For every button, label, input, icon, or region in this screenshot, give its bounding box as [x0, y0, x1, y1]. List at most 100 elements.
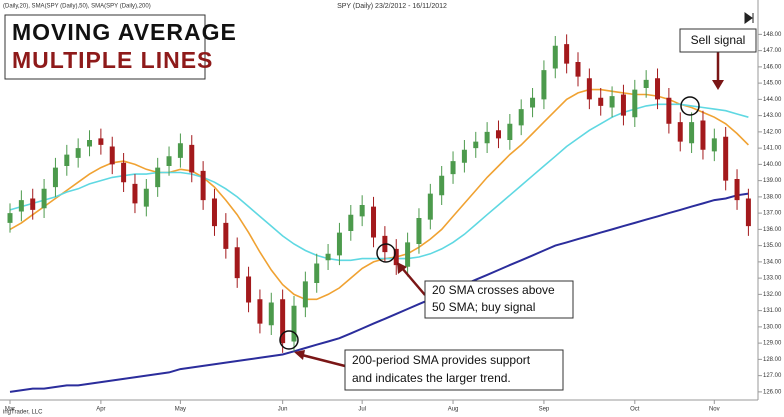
x-tick-label: Sep — [539, 407, 550, 413]
y-tick-label: 130.00 — [763, 324, 782, 330]
candle-body — [30, 198, 36, 210]
candle-body — [143, 188, 149, 207]
y-tick-label: 132.00 — [763, 292, 782, 298]
candle-body — [64, 154, 70, 166]
annotations: Sell signal 20 SMA crosses above 50 SMA;… — [279, 28, 757, 391]
arrowhead — [397, 262, 407, 274]
candle-body — [359, 205, 365, 217]
y-tick-label: 144.00 — [763, 97, 782, 103]
candle-body — [189, 144, 195, 173]
x-tick-label: Nov — [709, 407, 720, 413]
candle-body — [643, 79, 649, 88]
candle-body — [689, 122, 695, 144]
sma-line — [9, 88, 749, 301]
candle-body — [598, 97, 604, 106]
candle-body — [200, 170, 206, 201]
candle-body — [734, 179, 740, 201]
candle-body — [314, 263, 320, 283]
annotation-text: 50 SMA; buy signal — [432, 300, 535, 314]
candle-body — [75, 148, 81, 158]
candle-body — [416, 218, 422, 244]
y-tick-label: 143.00 — [763, 113, 782, 119]
y-tick-label: 142.00 — [763, 129, 782, 135]
candle-body — [257, 299, 263, 324]
candle-body — [405, 242, 411, 267]
y-tick-label: 147.00 — [763, 48, 782, 54]
candle-body — [234, 247, 240, 279]
annotation-box — [344, 349, 564, 391]
candle-body — [507, 123, 513, 140]
y-tick-label: 148.00 — [763, 32, 782, 38]
arrow — [301, 353, 346, 368]
y-tick-label: 133.00 — [763, 276, 782, 282]
candle-body — [461, 149, 467, 163]
legend: (Daily,20), SMA(SPY (Daily),50), SMA(SPY… — [3, 4, 151, 10]
y-tick-label: 146.00 — [763, 64, 782, 70]
arrowhead — [712, 80, 724, 90]
signal-circle — [279, 330, 299, 350]
candle-body — [348, 214, 354, 231]
y-tick-label: 134.00 — [763, 259, 782, 265]
candle-body — [473, 141, 479, 149]
candle-body — [530, 97, 536, 108]
y-tick-label: 131.00 — [763, 308, 782, 314]
candle-body — [280, 299, 286, 344]
candle-body — [371, 206, 377, 238]
candle-body — [132, 183, 138, 204]
candle-body — [666, 97, 672, 124]
annotation-text: Sell signal — [691, 33, 746, 47]
candle-body — [541, 70, 547, 100]
annotation-box — [424, 280, 574, 319]
signal-circle — [680, 96, 700, 116]
y-tick-label: 128.00 — [763, 357, 782, 363]
candle-body — [41, 188, 47, 209]
annotation-text: 200-period SMA provides support — [352, 353, 531, 367]
candle-body — [677, 122, 683, 142]
y-tick-label: 135.00 — [763, 243, 782, 249]
candle-body — [632, 89, 638, 118]
candle-body — [711, 138, 717, 152]
signal-circle — [376, 243, 396, 263]
candle-body — [495, 130, 501, 139]
candle-body — [109, 146, 115, 165]
candle-body — [7, 213, 13, 223]
candle-body — [87, 140, 93, 147]
sma-line — [9, 192, 749, 393]
candle-body — [18, 200, 24, 212]
candle-body — [439, 175, 445, 196]
candle-body — [427, 193, 433, 220]
candle-body — [586, 78, 592, 100]
candle-body — [700, 120, 706, 150]
candle-body — [52, 167, 58, 188]
y-tick-label: 137.00 — [763, 211, 782, 217]
annotation-box — [679, 28, 757, 53]
y-tick-label: 138.00 — [763, 194, 782, 200]
candle-body — [246, 276, 252, 303]
annotation-text: and indicates the larger trend. — [352, 371, 511, 385]
candle-body — [564, 44, 570, 64]
candle-body — [291, 305, 297, 342]
heading-line: MOVING AVERAGE — [12, 19, 237, 45]
x-tick-label: Jul — [358, 407, 366, 413]
play-icon[interactable] — [744, 12, 754, 24]
x-tick-label: Apr — [96, 407, 105, 413]
y-tick-label: 129.00 — [763, 341, 782, 347]
chart-title: SPY (Daily) 23/2/2012 - 16/11/2012 — [337, 3, 447, 10]
candle-body — [620, 94, 626, 116]
candle-body — [336, 232, 342, 256]
candle-body — [211, 198, 217, 227]
candle-body — [302, 281, 308, 308]
source: ingTrader, LLC — [3, 410, 43, 416]
candle-body — [518, 109, 524, 126]
heading-frame — [4, 14, 206, 80]
candle-body — [325, 253, 331, 261]
candle-body — [121, 162, 127, 183]
candle-body — [166, 156, 172, 166]
x-tick-label: Oct — [630, 407, 640, 413]
candle-body — [723, 136, 729, 181]
x-tick-label: Jun — [278, 407, 288, 413]
x-tick-label: Mar — [5, 407, 15, 413]
annotation-text: 20 SMA crosses above — [432, 283, 555, 297]
heading-line: MULTIPLE LINES — [12, 47, 213, 73]
arrow — [401, 267, 426, 296]
